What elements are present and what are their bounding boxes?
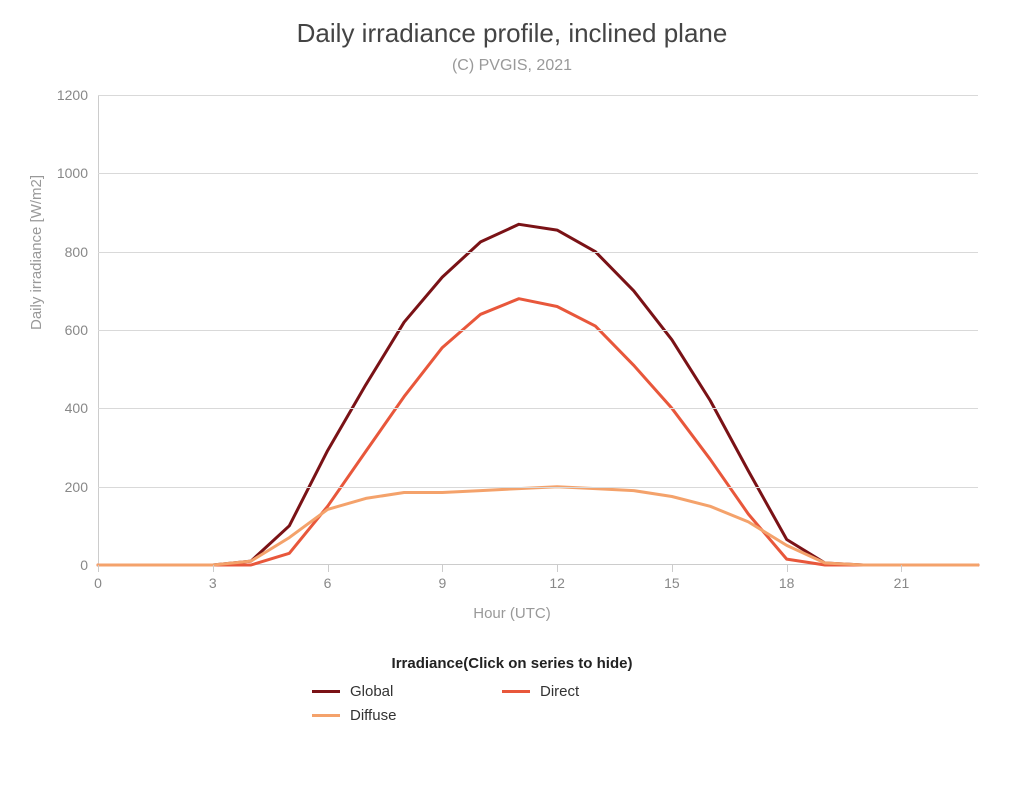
legend-item-global[interactable]: Global xyxy=(312,683,502,700)
gridline xyxy=(98,487,978,488)
legend-swatch xyxy=(502,690,530,693)
irradiance-chart: Daily irradiance profile, inclined plane… xyxy=(0,0,1024,787)
chart-title: Daily irradiance profile, inclined plane xyxy=(0,0,1024,49)
x-tick-label: 3 xyxy=(209,565,217,591)
y-tick-label: 400 xyxy=(65,400,98,416)
x-axis-title: Hour (UTC) xyxy=(0,605,1024,622)
gridline xyxy=(98,330,978,331)
x-tick-label: 12 xyxy=(549,565,565,591)
y-tick-label: 1000 xyxy=(57,165,98,181)
legend-swatch xyxy=(312,714,340,717)
legend-item-diffuse[interactable]: Diffuse xyxy=(312,707,502,724)
x-tick-label: 21 xyxy=(894,565,910,591)
y-tick-label: 800 xyxy=(65,244,98,260)
gridline xyxy=(98,408,978,409)
y-tick-label: 600 xyxy=(65,322,98,338)
y-tick-label: 1200 xyxy=(57,87,98,103)
gridline xyxy=(98,252,978,253)
y-axis-title: Daily irradiance [W/m2] xyxy=(28,175,45,330)
chart-subtitle: (C) PVGIS, 2021 xyxy=(0,49,1024,75)
series-line-global xyxy=(98,224,978,565)
legend-items: Global Direct Diffuse xyxy=(312,680,712,728)
x-tick-label: 6 xyxy=(324,565,332,591)
legend-label: Global xyxy=(350,683,393,700)
gridline xyxy=(98,173,978,174)
legend-title: Irradiance(Click on series to hide) xyxy=(0,655,1024,672)
legend: Irradiance(Click on series to hide) Glob… xyxy=(0,655,1024,728)
x-tick-label: 15 xyxy=(664,565,680,591)
x-tick-label: 9 xyxy=(438,565,446,591)
gridline xyxy=(98,95,978,96)
y-tick-label: 200 xyxy=(65,479,98,495)
legend-label: Diffuse xyxy=(350,707,396,724)
x-tick-label: 18 xyxy=(779,565,795,591)
x-tick-label: 0 xyxy=(94,565,102,591)
series-line-diffuse xyxy=(98,487,978,565)
legend-label: Direct xyxy=(540,683,579,700)
series-line-direct xyxy=(98,299,978,565)
legend-item-direct[interactable]: Direct xyxy=(502,683,692,700)
plot-area: 020040060080010001200036912151821 xyxy=(98,95,978,565)
legend-swatch xyxy=(312,690,340,693)
